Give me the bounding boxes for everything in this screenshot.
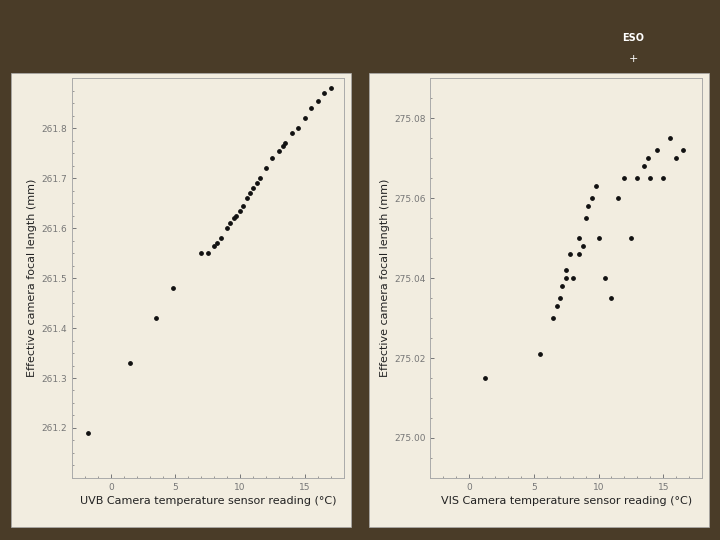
Point — [657, 174, 669, 183]
Point — [260, 164, 271, 172]
Point — [292, 124, 304, 132]
Point — [202, 249, 214, 258]
Point — [642, 154, 654, 163]
Point — [612, 194, 624, 202]
Point — [318, 89, 330, 98]
Text: +: + — [629, 55, 639, 64]
Point — [251, 179, 263, 187]
Point — [215, 234, 227, 242]
Point — [286, 129, 297, 138]
Point — [564, 250, 576, 259]
Point — [266, 154, 278, 163]
Point — [228, 214, 239, 222]
Point — [593, 234, 604, 242]
Point — [670, 154, 682, 163]
X-axis label: UVB Camera temperature sensor reading (°C): UVB Camera temperature sensor reading (°… — [79, 496, 336, 506]
Point — [211, 239, 222, 247]
Y-axis label: Effective camera focal length (mm): Effective camera focal length (mm) — [380, 179, 390, 377]
Point — [196, 249, 207, 258]
Point — [573, 234, 585, 242]
Point — [245, 189, 256, 198]
Point — [247, 184, 258, 192]
Point — [312, 97, 323, 105]
X-axis label: VIS Camera temperature sensor reading (°C): VIS Camera temperature sensor reading (°… — [441, 496, 692, 506]
Point — [582, 202, 594, 211]
Point — [150, 314, 162, 322]
Point — [552, 302, 563, 310]
Point — [279, 139, 291, 147]
Point — [535, 350, 546, 359]
Point — [638, 162, 649, 171]
Point — [299, 114, 310, 123]
Point — [554, 294, 565, 302]
Point — [560, 266, 572, 274]
Point — [82, 429, 94, 437]
Point — [209, 241, 220, 250]
Point — [560, 274, 572, 282]
Point — [577, 242, 589, 251]
Point — [625, 234, 636, 242]
Point — [273, 146, 284, 155]
Point — [240, 194, 252, 202]
Point — [277, 141, 289, 150]
Point — [618, 174, 630, 183]
Point — [125, 359, 136, 367]
Point — [305, 104, 317, 113]
Point — [167, 284, 179, 292]
Point — [479, 374, 490, 382]
Point — [573, 250, 585, 259]
Point — [664, 134, 675, 143]
Point — [677, 146, 688, 154]
Point — [586, 194, 598, 202]
Point — [222, 224, 233, 232]
Point — [325, 84, 336, 92]
Point — [644, 174, 656, 183]
Point — [606, 294, 617, 302]
Point — [590, 182, 602, 191]
Point — [547, 314, 559, 322]
Point — [224, 219, 235, 227]
Point — [631, 174, 643, 183]
Point — [651, 146, 662, 154]
Text: ESO: ESO — [623, 33, 644, 43]
Y-axis label: Effective camera focal length (mm): Effective camera focal length (mm) — [27, 179, 37, 377]
Point — [567, 274, 578, 282]
Point — [234, 206, 246, 215]
Point — [557, 282, 568, 291]
Point — [230, 211, 242, 220]
Point — [237, 201, 248, 210]
Point — [599, 274, 611, 282]
Point — [580, 214, 591, 222]
Point — [253, 174, 265, 183]
